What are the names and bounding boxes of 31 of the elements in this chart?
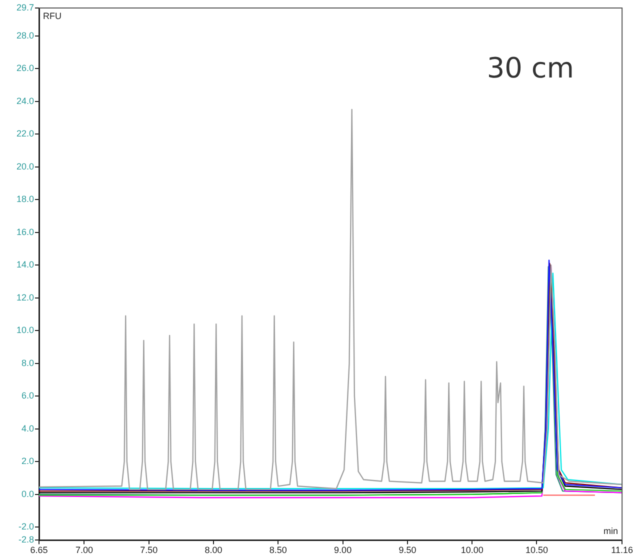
y-tick-label: 6.0 bbox=[21, 390, 34, 401]
annotation: 30 cm bbox=[486, 51, 574, 84]
y-tick-label: 2.0 bbox=[21, 456, 34, 466]
y-tick-label: -2.8 bbox=[18, 534, 34, 545]
y-tick-label: 24.0 bbox=[16, 96, 34, 106]
x-tick-label: 7.50 bbox=[140, 545, 158, 556]
y-tick-label: 12.0 bbox=[16, 292, 34, 302]
y-tick-label: 28.0 bbox=[16, 30, 34, 40]
y-tick-label: 8.0 bbox=[21, 358, 34, 368]
y-tick-label: 0.0 bbox=[21, 488, 34, 499]
y-axis-title: RFU bbox=[43, 10, 62, 21]
y-tick-label: 20.0 bbox=[16, 161, 34, 172]
x-tick-label: 10.50 bbox=[525, 545, 548, 556]
y-tick-label: 22.0 bbox=[16, 128, 34, 139]
x-tick-label: 8.00 bbox=[204, 545, 222, 556]
y-tick-label: 26.0 bbox=[16, 63, 34, 74]
x-tick-label: 10.00 bbox=[460, 545, 484, 556]
y-tick-label: 29.7 bbox=[16, 2, 34, 12]
x-axis-title: min bbox=[604, 526, 618, 536]
x-tick-label: 9.00 bbox=[334, 545, 352, 556]
x-tick-label: 11.16 bbox=[611, 545, 634, 556]
x-tick-label: 9.50 bbox=[398, 545, 416, 556]
y-tick-label: 4.0 bbox=[21, 423, 34, 434]
x-tick-label: 8.50 bbox=[269, 545, 287, 556]
x-tick-label: 7.00 bbox=[75, 545, 94, 556]
x-tick-label: 6.65 bbox=[30, 545, 48, 556]
y-tick-label: 14.0 bbox=[16, 260, 34, 270]
y-tick-label: 16.0 bbox=[16, 226, 34, 237]
y-tick-label: -2.0 bbox=[18, 522, 34, 532]
y-tick-label: 10.0 bbox=[16, 325, 34, 336]
y-tick-label: 18.0 bbox=[16, 194, 34, 204]
